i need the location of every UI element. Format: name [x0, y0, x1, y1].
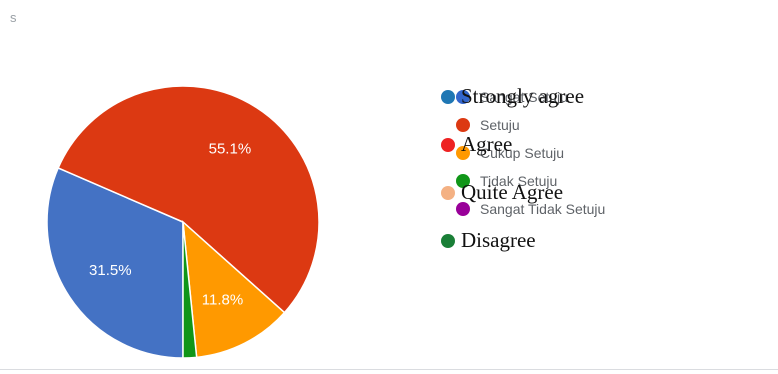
pie-slice-value-label: 55.1%: [209, 141, 252, 158]
divider: [0, 369, 778, 370]
pie-slice-setuju: [57, 85, 320, 314]
corner-label: s: [10, 10, 17, 25]
pie-slice-tidak-setuju: [182, 221, 198, 359]
pie-slice-value-label: 31.5%: [89, 262, 132, 279]
pie-slice-cukup-setuju: [182, 220, 286, 359]
pie-slice-value-label: 11.8%: [202, 292, 243, 309]
pie-slice-sangat-setuju: [46, 167, 184, 359]
